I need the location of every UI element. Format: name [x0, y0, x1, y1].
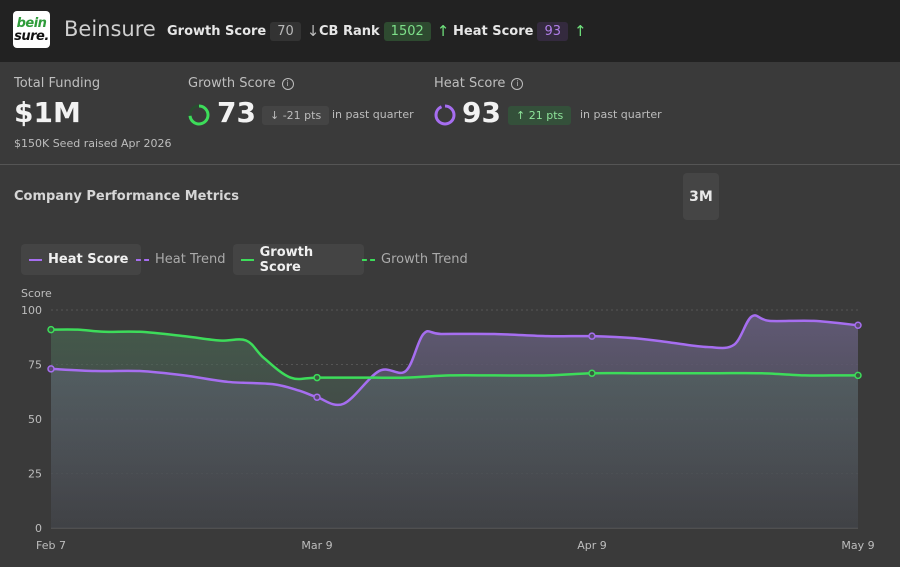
legend-growth-score[interactable]: Growth Score [233, 244, 364, 275]
range-3m-button[interactable]: 3M [683, 173, 719, 220]
growth-score-value: 70 [270, 21, 301, 41]
y-axis-label: Score [21, 287, 52, 300]
y-tick-label: 50 [28, 413, 42, 426]
legend-label: Growth Score [259, 244, 314, 275]
growth-score-heading: Growth Score i [188, 76, 294, 91]
heat-score-heading-text: Heat Score [434, 76, 506, 91]
heat-score-point [854, 321, 862, 330]
x-tick-label: May 9 [841, 539, 874, 552]
y-tick-label: 25 [28, 468, 42, 481]
x-tick-label: Feb 7 [36, 539, 66, 552]
funding-note: $150K Seed raised Apr 2026 [14, 137, 172, 150]
legend-growth-trend[interactable]: Growth Trend [354, 244, 476, 275]
growth-score-point [854, 371, 862, 380]
summary-panel: Total Funding $1M $150K Seed raised Apr … [0, 62, 900, 165]
growth-period: in past quarter [332, 108, 414, 121]
growth-score-highlight-area [51, 329, 858, 528]
legend-label: Growth Trend [381, 252, 468, 267]
heat-score-line [50, 314, 859, 407]
legend-label: Heat Score [48, 252, 129, 267]
performance-chart: Score 0 25 50 75 100 Feb 7 Mar 9 Apr 9 May 9 [21, 287, 875, 552]
growth-score-ring [188, 104, 210, 126]
info-icon[interactable]: i [281, 77, 294, 90]
heat-score-value: 93 [537, 21, 568, 41]
x-tick-label: Mar 9 [301, 539, 332, 552]
logo-text-bottom: sure. [14, 28, 49, 44]
company-logo: bein sure. [13, 11, 50, 48]
legend-swatch [29, 258, 42, 261]
heat-period: in past quarter [580, 108, 662, 121]
heat-delta-badge: ↑ 21 pts [508, 106, 572, 125]
y-tick-label: 75 [28, 359, 42, 372]
growth-delta-badge: ↓ -21 pts [262, 106, 330, 125]
total-funding-label: Total Funding [14, 76, 101, 91]
legend-heat-trend[interactable]: Heat Trend [128, 244, 234, 275]
heat-score-metric: Heat Score 93 ↑ [453, 19, 587, 43]
total-funding-value: $1M [14, 96, 81, 129]
heat-score-ring [434, 104, 456, 126]
cb-rank-value: 1502 [383, 21, 431, 41]
y-tick-label: 0 [35, 522, 42, 535]
heat-score-label: Heat Score [453, 23, 534, 39]
growth-score-point [47, 325, 55, 334]
cb-rank-metric: CB Rank 1502 ↑ [319, 19, 449, 43]
heat-score-point [47, 365, 55, 373]
legend-label: Heat Trend [155, 252, 226, 267]
section-title: Company Performance Metrics [14, 189, 240, 204]
growth-score-point [313, 373, 321, 382]
growth-score-label: Growth Score [167, 23, 267, 39]
growth-score-metric: Growth Score 70 ↓ [167, 19, 319, 43]
x-tick-label: Apr 9 [577, 539, 607, 552]
company-name: Beinsure [64, 17, 156, 41]
top-bar: bein sure. Beinsure Growth Score 70 ↓ CB… [0, 0, 900, 62]
heat-score-heading: Heat Score i [434, 76, 524, 91]
legend-swatch [362, 258, 375, 261]
arrow-up-icon: ↑ [436, 22, 450, 40]
growth-score-heading-text: Growth Score [188, 76, 276, 91]
heat-score-point [588, 332, 596, 340]
growth-score-big: 73 [217, 96, 256, 129]
arrow-up-icon: ↑ [573, 22, 587, 40]
info-icon[interactable]: i [511, 77, 524, 90]
legend-swatch [241, 258, 254, 261]
y-tick-label: 100 [21, 304, 42, 317]
growth-score-line [50, 328, 858, 381]
legend-swatch [136, 258, 149, 261]
arrow-down-icon: ↓ [306, 22, 320, 40]
cb-rank-label: CB Rank [319, 23, 380, 39]
logo-text-top: bein [16, 15, 47, 31]
growth-score-point [588, 369, 596, 377]
legend-heat-score[interactable]: Heat Score [21, 244, 141, 275]
heat-score-point [313, 393, 321, 401]
heat-score-big: 93 [462, 96, 501, 129]
